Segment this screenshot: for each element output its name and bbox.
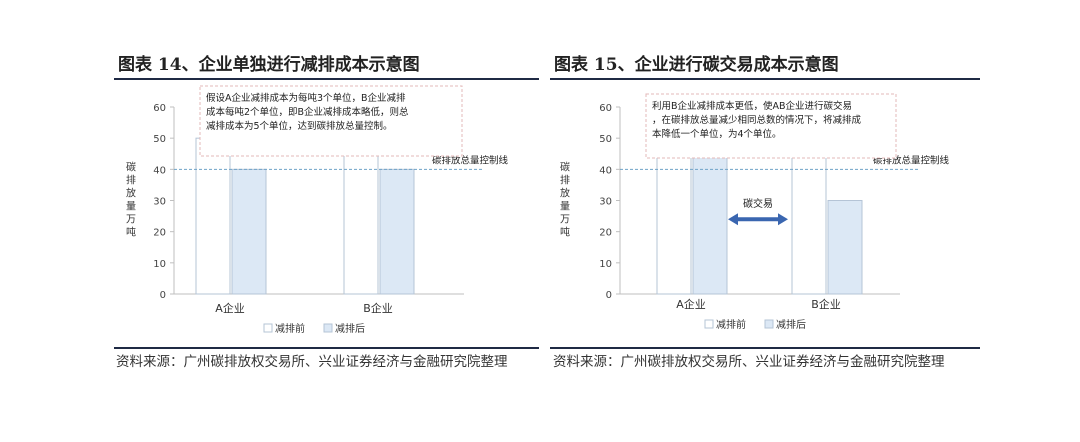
y-axis-label-char: 碳 [126,161,136,174]
y-axis-label-char: 排 [126,174,136,187]
bar-after-0 [231,168,267,295]
reference-line-label: 碳排放总量控制线 [432,154,509,166]
y-tick-label: 60 [153,103,166,114]
y-tick-label: 60 [599,103,612,114]
bar-before-0 [195,137,231,295]
legend-swatch-0 [704,319,714,329]
trade-arrow-label: 碳交易 [743,197,773,210]
y-tick-label: 40 [153,165,166,176]
figure-14-source: 资料来源：广州碳排放权交易所、兴业证券经济与金融研究院整理 [116,354,508,370]
y-axis-label-char: 吨 [560,226,570,239]
legend-label-1: 减排后 [335,322,365,335]
y-tick-label: 10 [599,259,612,270]
annotation-text: 利用B企业减排成本更低，使AB企业进行碳交易，在碳排放总量减少相同总数的情况下，… [652,100,862,140]
bar-after-0 [692,137,728,295]
category-label: A企业 [215,301,245,315]
y-axis-label-char: 放 [560,187,570,200]
legend-label-0: 减排前 [716,318,746,331]
y-tick-label: 20 [599,228,612,239]
legend: 减排前 减排后 [263,322,365,335]
legend-label-0: 减排前 [275,322,305,335]
figure-15-top-rule [550,78,980,80]
figure-15-source: 资料来源：广州碳排放权交易所、兴业证券经济与金融研究院整理 [553,354,945,370]
bar-before-1 [791,137,827,295]
annotation-box [199,85,463,157]
y-axis-label-char: 放 [126,187,136,200]
figure-15-bottom-rule [550,347,980,349]
y-tick-label: 10 [153,259,166,270]
y-axis-label-char: 吨 [126,226,136,239]
trade-arrow-head-left [728,213,738,226]
category-label: B企业 [363,301,393,315]
category-label: B企业 [811,297,841,311]
legend-label-1: 减排后 [776,318,806,331]
y-axis-label-char: 万 [126,215,136,226]
category-label: A企业 [676,297,706,311]
y-axis-label-char: 量 [126,201,136,213]
bar-before-0 [656,137,692,295]
y-tick-label: 30 [153,197,166,208]
trade-arrow-head-right [778,213,788,226]
legend-swatch-0 [263,323,273,333]
figure-14-panel: 图表 14、企业单独进行减排成本示意图 0 10 20 30 40 50 60 碳排放量万吨 A… [114,52,539,348]
annotation-box [645,93,897,159]
annotation-text: 假设A企业减排成本为每吨3个单位，B企业减排成本每吨2个单位，即B企业减排成本略… [206,92,409,132]
y-axis-label-char: 排 [560,174,570,187]
y-axis-label-char: 碳 [560,161,570,174]
bar-before-1 [343,137,379,295]
figure-14-top-rule [114,78,539,80]
y-tick-label: 30 [599,197,612,208]
legend: 减排前 减排后 [704,318,806,331]
y-tick-label: 50 [153,134,166,145]
figure-15-panel: 图表 15、企业进行碳交易成本示意图 0 10 20 30 40 50 60 碳排放量万吨 A企… [550,52,980,348]
legend-swatch-1 [323,323,333,333]
figure-14-bottom-rule [114,347,539,349]
y-axis-label-char: 万 [560,215,570,226]
y-axis-label-char: 量 [560,201,570,213]
bar-after-1 [379,168,415,295]
y-tick-label: 0 [160,290,166,301]
legend-swatch-1 [764,319,774,329]
y-tick-label: 0 [606,290,612,301]
bar-after-1 [827,200,863,295]
y-tick-label: 50 [599,134,612,145]
figure-15-title: 图表 15、企业进行碳交易成本示意图 [554,55,839,75]
figure-14-title: 图表 14、企业单独进行减排成本示意图 [118,55,420,75]
y-tick-label: 20 [153,228,166,239]
y-tick-label: 40 [599,165,612,176]
